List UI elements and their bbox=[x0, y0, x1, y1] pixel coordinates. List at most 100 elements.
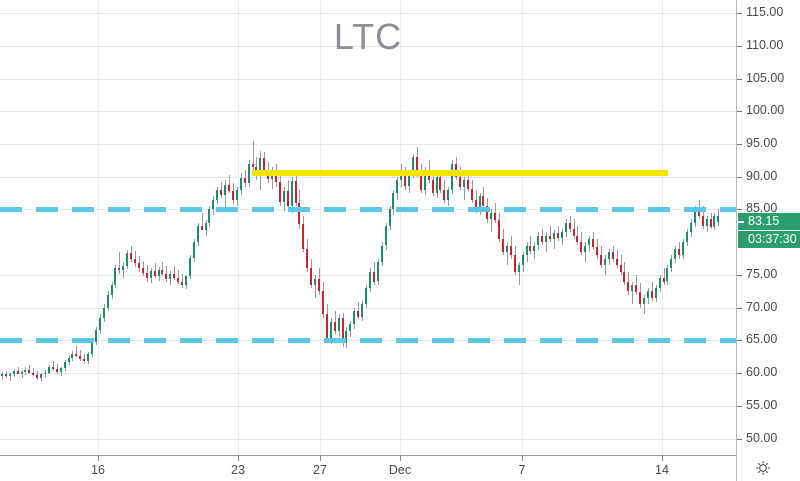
candle-body bbox=[475, 199, 477, 210]
candle-body bbox=[545, 235, 547, 243]
grid-line-horizontal bbox=[0, 308, 736, 309]
price-tick-label: 115.00 bbox=[746, 5, 784, 19]
price-tick-label: 105.00 bbox=[746, 71, 785, 85]
candle-body bbox=[283, 191, 285, 202]
candle-wick bbox=[178, 269, 179, 285]
axis-corner bbox=[736, 455, 800, 481]
candle-body bbox=[385, 225, 387, 246]
candle-body bbox=[400, 175, 402, 181]
candle-body bbox=[40, 374, 42, 379]
candle-wick bbox=[155, 263, 156, 279]
candle-body bbox=[5, 374, 7, 377]
candle-body bbox=[310, 268, 312, 285]
candle-body bbox=[576, 235, 578, 243]
candle-wick bbox=[519, 261, 520, 285]
candle-body bbox=[518, 265, 520, 272]
candle-wick bbox=[119, 252, 120, 274]
candle-wick bbox=[33, 367, 34, 377]
candle-body bbox=[674, 248, 676, 259]
candle-body bbox=[447, 189, 449, 200]
candle-body bbox=[298, 202, 300, 224]
candle-body bbox=[710, 219, 712, 227]
page-title: LTC bbox=[333, 16, 403, 57]
candle-body bbox=[165, 273, 167, 279]
candle-body bbox=[330, 322, 332, 338]
price-tick-label: 50.00 bbox=[746, 431, 778, 445]
candle-wick bbox=[53, 361, 54, 371]
grid-line-vertical bbox=[522, 0, 523, 455]
time-tick bbox=[238, 456, 239, 461]
candle-body bbox=[717, 216, 719, 222]
candle-body bbox=[103, 307, 105, 318]
candle-body bbox=[514, 255, 516, 272]
last-price-badge[interactable]: 83.15 bbox=[738, 213, 800, 230]
candle-body bbox=[28, 369, 30, 373]
candle-wick bbox=[664, 268, 665, 285]
candle-body bbox=[232, 191, 234, 201]
price-tick bbox=[737, 275, 742, 276]
candle-body bbox=[639, 291, 641, 305]
candle-wick bbox=[621, 255, 622, 275]
candle-body bbox=[21, 371, 23, 374]
resistance-line[interactable] bbox=[252, 170, 668, 177]
plot-area[interactable]: LTC bbox=[0, 0, 736, 455]
candle-body bbox=[201, 225, 203, 230]
upper-support-line[interactable] bbox=[0, 207, 736, 213]
candle-body bbox=[694, 209, 696, 223]
candle-body bbox=[224, 184, 226, 196]
candle-body bbox=[114, 268, 116, 285]
candle-body bbox=[635, 284, 637, 292]
candle-body bbox=[498, 219, 500, 239]
candle-body bbox=[48, 366, 50, 373]
grid-line-horizontal bbox=[0, 373, 736, 374]
price-tick bbox=[737, 46, 742, 47]
time-tick-label: 14 bbox=[655, 463, 669, 477]
candle-body bbox=[479, 196, 481, 210]
price-tick-label: 85.00 bbox=[746, 201, 778, 215]
candle-body bbox=[592, 238, 594, 248]
candle-body bbox=[302, 223, 304, 249]
candle-body bbox=[36, 375, 38, 379]
candle-body bbox=[342, 318, 344, 344]
candle-wick bbox=[57, 364, 58, 374]
candle-body bbox=[600, 255, 602, 266]
candle-wick bbox=[464, 176, 465, 200]
candle-body bbox=[13, 371, 15, 374]
candle-body bbox=[44, 372, 46, 375]
candle-body bbox=[111, 284, 113, 295]
lower-support-line[interactable] bbox=[0, 338, 736, 344]
price-tick bbox=[737, 13, 742, 14]
candle-body bbox=[682, 242, 684, 256]
candle-body bbox=[549, 235, 551, 239]
candle-body bbox=[263, 158, 265, 171]
grid-line-vertical bbox=[238, 0, 239, 455]
candle-wick bbox=[585, 242, 586, 262]
price-tick bbox=[737, 111, 742, 112]
candle-body bbox=[1, 374, 3, 376]
candle-body bbox=[169, 274, 171, 279]
candle-body bbox=[216, 189, 218, 200]
candle-body bbox=[322, 291, 324, 315]
candle-wick bbox=[358, 302, 359, 320]
candle-body bbox=[471, 188, 473, 200]
candle-body bbox=[596, 247, 598, 256]
price-tick bbox=[737, 340, 742, 341]
price-tick-label: 60.00 bbox=[746, 365, 778, 379]
grid-line-horizontal bbox=[0, 13, 736, 14]
candle-body bbox=[381, 245, 383, 262]
grid-line-horizontal bbox=[0, 111, 736, 112]
grid-line-vertical bbox=[400, 0, 401, 455]
candle-body bbox=[154, 271, 156, 276]
price-tick-label: 90.00 bbox=[746, 169, 778, 183]
candle-body bbox=[486, 206, 488, 220]
candle-body bbox=[404, 175, 406, 186]
candle-body bbox=[659, 278, 661, 289]
gear-icon[interactable] bbox=[755, 460, 771, 476]
candle-wick bbox=[530, 235, 531, 254]
price-axis[interactable]: 115.00 110.00 105.00 100.00 95.00 90.00 85.00 7… bbox=[736, 0, 800, 455]
time-axis[interactable]: 16 23 27 Dec 7 14 bbox=[0, 455, 800, 481]
candle-body bbox=[64, 362, 66, 368]
candle-wick bbox=[162, 261, 163, 277]
candle-body bbox=[52, 366, 54, 370]
candle-body bbox=[392, 193, 394, 210]
